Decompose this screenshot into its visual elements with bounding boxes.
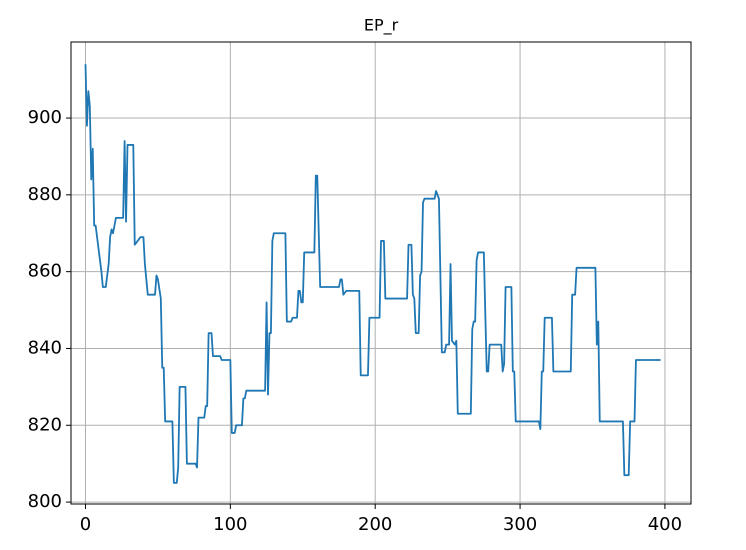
x-tick-label: 400	[648, 514, 682, 535]
y-tick-label: 800	[28, 491, 62, 512]
y-tick-label: 820	[28, 414, 62, 435]
x-tick-label: 0	[80, 514, 91, 535]
plot-frame	[70, 41, 692, 505]
x-tick-label: 300	[503, 514, 537, 535]
y-tick-label: 860	[28, 261, 62, 282]
y-tick-label: 880	[28, 184, 62, 205]
x-tick-label: 200	[358, 514, 392, 535]
chart-title: EP_r	[364, 16, 399, 36]
y-tick-label: 840	[28, 337, 62, 358]
y-tick-label: 900	[28, 107, 62, 128]
x-tick-label: 100	[213, 514, 247, 535]
data-line	[84, 64, 661, 484]
